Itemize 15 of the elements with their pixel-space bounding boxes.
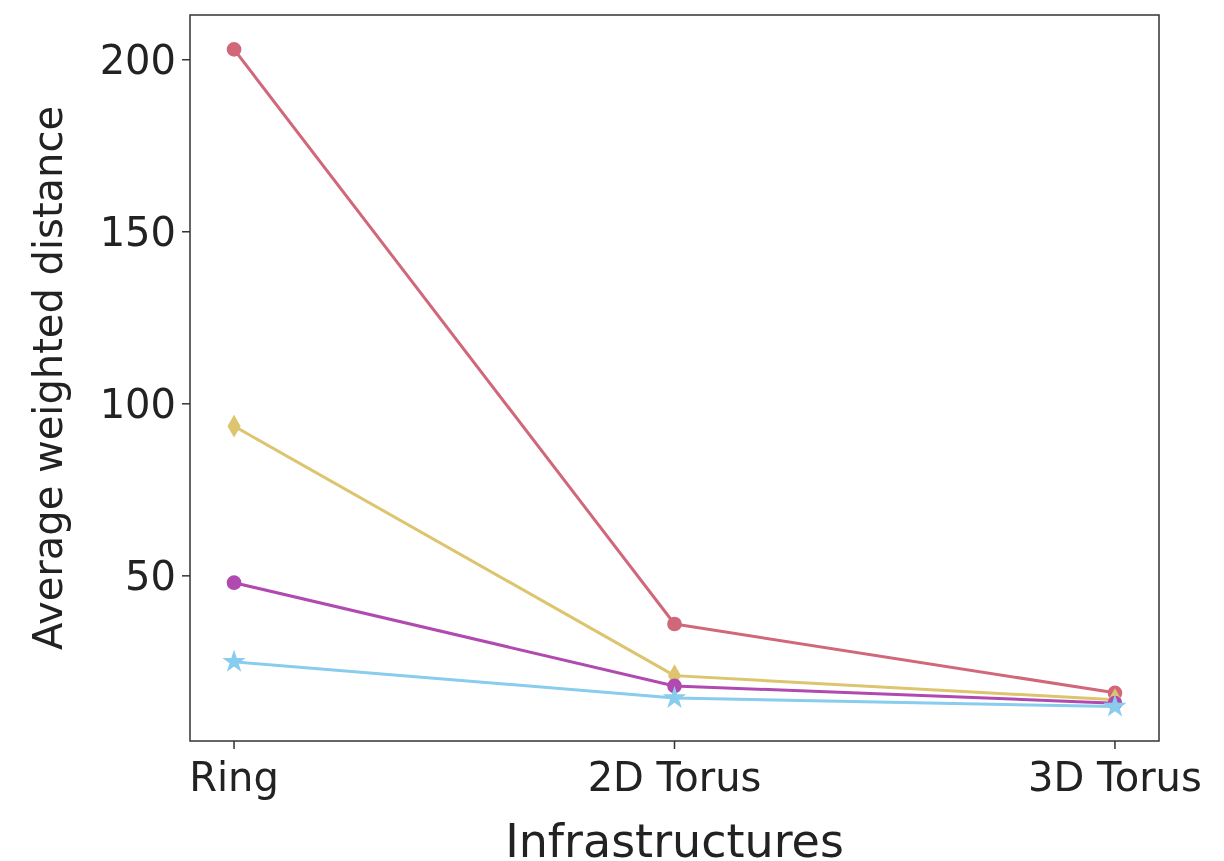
x-tick-label: Ring: [189, 754, 279, 800]
point: [1103, 694, 1127, 717]
point: [226, 575, 242, 591]
y-tick-label: 100: [99, 380, 176, 427]
point: [226, 42, 242, 57]
x-tick-label: 3D Torus: [1028, 754, 1202, 800]
y-tick-label: 150: [99, 208, 176, 255]
point: [222, 649, 246, 672]
point: [667, 616, 682, 632]
y-tick-label: 50: [125, 552, 176, 599]
y-tick-label: 200: [99, 36, 176, 83]
x-tick-label: 2D Torus: [587, 754, 762, 800]
point: [662, 685, 687, 708]
y-axis-title: Average weighted distance: [25, 105, 71, 651]
x-axis-title: Infrastructures: [505, 814, 844, 861]
